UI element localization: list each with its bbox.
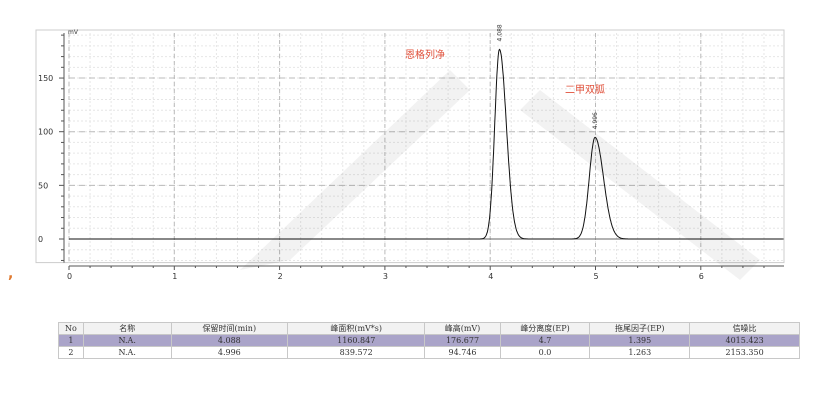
table-row[interactable]: 2 N.A. 4.996 839.572 94.746 0.0 1.263 2153.350 xyxy=(58,346,800,359)
table-cell: 4.7 xyxy=(499,334,591,347)
y-tick-label: 150 xyxy=(38,74,53,83)
table-cell: 4015.423 xyxy=(689,334,800,347)
table-cell: 94.746 xyxy=(424,346,501,359)
table-cell: 176.677 xyxy=(424,334,501,347)
column-header[interactable]: No xyxy=(58,322,84,335)
table-cell: 1 xyxy=(58,334,84,347)
peak-rt-label: 4.088 xyxy=(496,24,503,41)
y-axis-label: mV xyxy=(68,29,79,36)
chromatogram: 0 50 100 150 0 1 2 3 4 5 6 mV 4.088 恩格列净 4.996 二甲双胍 xyxy=(35,24,785,281)
column-header[interactable]: 峰高(mV) xyxy=(424,322,501,335)
table-cell: 1.395 xyxy=(589,334,691,347)
column-header[interactable]: 信噪比 xyxy=(689,322,800,335)
table-cell: 2 xyxy=(58,346,84,359)
x-tick-label: 0 xyxy=(67,272,72,281)
peak-name-annotation: 二甲双胍 xyxy=(565,83,605,96)
column-header[interactable]: 峰分离度(EP) xyxy=(499,322,591,335)
x-tick-label: 4 xyxy=(488,272,493,281)
column-header[interactable]: 保留时间(min) xyxy=(170,322,289,335)
column-header[interactable]: 名称 xyxy=(82,322,172,335)
table-cell: 2153.350 xyxy=(689,346,800,359)
table-row[interactable]: 1 N.A. 4.088 1160.847 176.677 4.7 1.395 4015.42… xyxy=(58,334,800,347)
table-header: No 名称 保留时间(min) 峰面积(mV*s) 峰高(mV) 峰分离度(EP) 拖尾因子… xyxy=(58,322,800,335)
table-cell: N.A. xyxy=(82,334,172,347)
peak-rt-label: 4.996 xyxy=(592,112,599,129)
peak-name-annotation: 恩格列净 xyxy=(405,48,445,61)
column-header[interactable]: 拖尾因子(EP) xyxy=(589,322,691,335)
y-tick-label: 0 xyxy=(38,235,43,244)
watermark xyxy=(240,70,760,280)
x-tick-label: 3 xyxy=(383,272,388,281)
table-cell: 4.088 xyxy=(170,334,289,347)
plot-frame xyxy=(35,29,785,264)
table-cell: 4.996 xyxy=(170,346,289,359)
x-tick-label: 1 xyxy=(172,272,177,281)
chromatogram-trace xyxy=(69,48,783,240)
table-cell: 0.0 xyxy=(499,346,591,359)
peak-table: No 名称 保留时间(min) 峰面积(mV*s) 峰高(mV) 峰分离度(EP) 拖尾因子… xyxy=(58,322,800,359)
column-header[interactable]: 峰面积(mV*s) xyxy=(287,322,426,335)
x-tick-label: 2 xyxy=(278,272,283,281)
stray-mark: , xyxy=(8,266,14,282)
table-cell: 839.572 xyxy=(287,346,426,359)
y-tick-label: 50 xyxy=(38,181,48,190)
y-tick-label: 100 xyxy=(38,128,53,137)
x-tick-label: 5 xyxy=(594,272,599,281)
table-cell: N.A. xyxy=(82,346,172,359)
table-cell: 1.263 xyxy=(589,346,691,359)
table-cell: 1160.847 xyxy=(287,334,426,347)
x-tick-label: 6 xyxy=(699,272,704,281)
